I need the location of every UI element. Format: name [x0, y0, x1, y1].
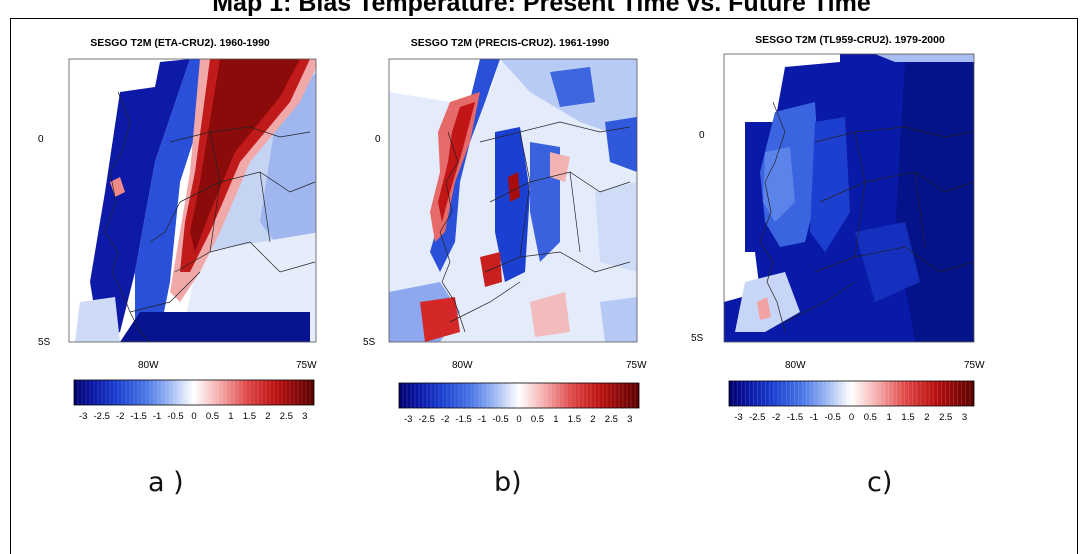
colorbar-tick-label: 0 — [849, 412, 854, 423]
panel-b-svg: SESGO T2M (PRECIS-CRU2). 1961-1990 — [363, 37, 647, 425]
colorbar-tick-label: 2.5 — [605, 414, 618, 425]
colorbar-tick-label: 0 — [191, 411, 196, 422]
lat-label: 0 — [375, 134, 381, 145]
colorbar-tick-label: 3 — [627, 414, 632, 425]
map-field — [389, 59, 637, 342]
colorbar-tick-label: -2.5 — [94, 411, 110, 422]
map-frame — [723, 53, 975, 343]
colorbar-tick-label: -1 — [810, 412, 818, 423]
colorbar — [398, 382, 640, 409]
colorbar-tick-label: 1 — [887, 412, 892, 423]
colorbar-tick-label: 1.5 — [901, 412, 914, 423]
lat-label: 5S — [691, 333, 704, 344]
lon-label: 75W — [626, 360, 647, 371]
colorbar — [728, 380, 975, 407]
colorbar-tick-label: 1 — [553, 414, 558, 425]
lon-label: 75W — [964, 360, 985, 371]
colorbar-tick-label: -1 — [153, 411, 161, 422]
lon-label: 80W — [452, 360, 473, 371]
lat-label: 0 — [38, 134, 44, 145]
lat-label: 0 — [699, 130, 705, 141]
panel-label-c: c) — [867, 467, 893, 498]
colorbar-tick-label: 0.5 — [864, 412, 877, 423]
colorbar — [73, 379, 315, 406]
colorbar-tick-label: -1.5 — [130, 411, 146, 422]
panel-c-svg: SESGO T2M (TL959-CRU2). 1979-2000 0 5S — [691, 34, 985, 423]
colorbar-tick-label: 1.5 — [568, 414, 581, 425]
colorbar-tick-label: -2.5 — [749, 412, 765, 423]
panel-c: SESGO T2M (TL959-CRU2). 1979-2000 0 5S — [691, 32, 995, 432]
map-frame — [388, 58, 638, 343]
colorbar-tick-label: 2 — [924, 412, 929, 423]
map-field — [724, 54, 974, 342]
colorbar-tick-label: -2 — [441, 414, 449, 425]
lon-label: 80W — [785, 360, 806, 371]
panel-title: SESGO T2M (TL959-CRU2). 1979-2000 — [755, 34, 945, 46]
map-borders — [439, 121, 631, 333]
colorbar-tick-label: 1 — [228, 411, 233, 422]
colorbar-tick-label: 2 — [590, 414, 595, 425]
colorbar-tick-label: -2.5 — [419, 414, 435, 425]
colorbar-tick-label: 0.5 — [531, 414, 544, 425]
colorbar-tick-label: 3 — [962, 412, 967, 423]
colorbar-tick-label: -3 — [734, 412, 742, 423]
panel-label-b: b) — [494, 467, 522, 498]
colorbar-tick-label: 1.5 — [243, 411, 256, 422]
colorbar-tick-label: -0.5 — [167, 411, 183, 422]
colorbar-tick-label: -0.5 — [492, 414, 508, 425]
colorbar-ticks: -3 -2.5 -2 -1.5 -1 -0.5 0 0.5 1 1.5 2 2.5 3 — [732, 381, 971, 423]
colorbar-tick-label: -1.5 — [787, 412, 803, 423]
panel-b: SESGO T2M (PRECIS-CRU2). 1961-1990 — [363, 32, 670, 432]
lat-label: 5S — [38, 337, 51, 348]
colorbar-tick-label: -3 — [404, 414, 412, 425]
panel-a: SESGO T2M (ETA-CRU2). 1960-1990 — [38, 32, 350, 432]
colorbar-ticks: -3 -2.5 -2 -1.5 -1 -0.5 0 0.5 1 1.5 2 2.5 3 — [402, 383, 636, 425]
lon-label: 80W — [138, 360, 159, 371]
figure-frame — [10, 18, 1078, 554]
map-frame — [68, 58, 317, 343]
colorbar-tick-label: -2 — [116, 411, 124, 422]
panel-title: SESGO T2M (ETA-CRU2). 1960-1990 — [90, 37, 270, 49]
map-field — [69, 59, 316, 342]
lon-label: 75W — [296, 360, 317, 371]
lat-label: 5S — [363, 337, 376, 348]
panel-label-a: a ) — [148, 467, 184, 498]
map-title: Map 1: Bias Temperature: Present Time vs… — [212, 0, 871, 17]
colorbar-tick-label: 2.5 — [280, 411, 293, 422]
colorbar-tick-label: 0 — [516, 414, 521, 425]
colorbar-tick-label: 2.5 — [939, 412, 952, 423]
colorbar-tick-label: 2 — [265, 411, 270, 422]
colorbar-ticks: -3 -2.5 -2 -1.5 -1 -0.5 0 0.5 1 1.5 2 2.5 3 — [77, 380, 311, 422]
colorbar-tick-label: -2 — [772, 412, 780, 423]
map-borders — [759, 101, 974, 333]
colorbar-tick-label: -1 — [478, 414, 486, 425]
panel-a-svg: SESGO T2M (ETA-CRU2). 1960-1990 — [38, 37, 317, 422]
colorbar-tick-label: -0.5 — [824, 412, 840, 423]
map-borders — [104, 91, 316, 343]
panel-title: SESGO T2M (PRECIS-CRU2). 1961-1990 — [411, 37, 610, 49]
colorbar-tick-label: 3 — [302, 411, 307, 422]
colorbar-tick-label: -3 — [79, 411, 87, 422]
colorbar-tick-label: -1.5 — [455, 414, 471, 425]
colorbar-tick-label: 0.5 — [206, 411, 219, 422]
